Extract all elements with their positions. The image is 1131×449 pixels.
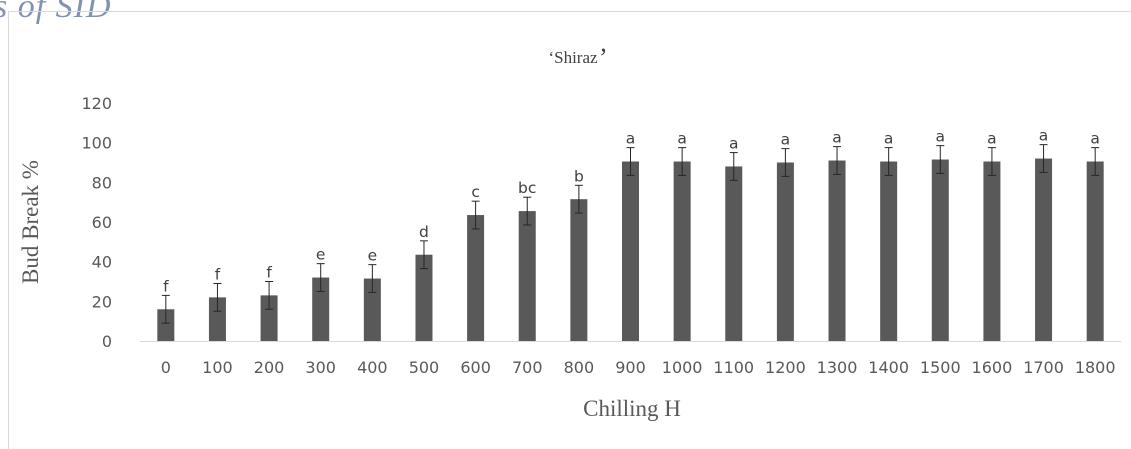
x-tick-label: 100 xyxy=(202,358,233,377)
significance-letter: a xyxy=(936,128,946,146)
significance-letter: d xyxy=(419,223,429,241)
y-tick-label: 80 xyxy=(92,173,112,192)
x-tick-label: 1500 xyxy=(920,358,961,377)
y-axis-ticks: 0 20 40 60 80 100 120 xyxy=(81,94,112,351)
bar xyxy=(312,277,330,341)
significance-letter: e xyxy=(368,247,378,265)
bars-group xyxy=(157,158,1104,341)
x-tick-label: 700 xyxy=(512,358,543,377)
significance-letter: a xyxy=(677,130,687,148)
x-tick-label: 1400 xyxy=(868,358,909,377)
chart-title: ‘Shiraz xyxy=(548,48,598,67)
significance-letter: a xyxy=(626,130,636,148)
significance-letter: a xyxy=(832,129,842,147)
significance-letter: c xyxy=(471,183,480,201)
x-tick-label: 1800 xyxy=(1075,358,1116,377)
y-tick-label: 0 xyxy=(102,332,112,351)
bar xyxy=(983,161,1001,341)
significance-letter: b xyxy=(574,167,584,185)
x-tick-label: 600 xyxy=(460,358,491,377)
significance-letter: f xyxy=(266,264,272,282)
significance-letter: a xyxy=(1090,130,1100,148)
bar xyxy=(518,211,536,341)
significance-letter: a xyxy=(884,130,894,148)
chart-frame-top-border xyxy=(8,11,1131,12)
chart-title-closing-quote: ’ xyxy=(599,43,608,72)
y-tick-label: 100 xyxy=(81,134,112,153)
bar xyxy=(415,254,433,341)
x-tick-label: 0 xyxy=(161,358,171,377)
bar xyxy=(622,161,639,341)
y-axis-title: Bud Break % xyxy=(18,160,43,284)
bar xyxy=(260,295,278,341)
x-axis-ticks: 0 100 200 300 400 500 600 700 800 900 1000 1100 1200… xyxy=(161,358,1116,377)
x-tick-label: 400 xyxy=(357,358,388,377)
error-bars-group xyxy=(161,144,1100,324)
significance-letter: a xyxy=(1039,127,1049,145)
x-tick-label: 800 xyxy=(564,358,595,377)
significance-letter: f xyxy=(215,265,221,283)
x-tick-label: 900 xyxy=(615,358,646,377)
y-tick-label: 20 xyxy=(92,292,112,311)
bar xyxy=(880,161,898,341)
bar xyxy=(1086,161,1104,341)
bar xyxy=(776,162,794,341)
bar xyxy=(931,159,949,341)
bar xyxy=(1035,158,1053,341)
bar xyxy=(467,215,485,341)
bar xyxy=(570,199,588,341)
significance-letter: bc xyxy=(518,179,536,197)
x-tick-label: 1600 xyxy=(972,358,1013,377)
bar xyxy=(828,160,846,341)
bar xyxy=(157,309,175,341)
x-tick-label: 1700 xyxy=(1023,358,1064,377)
x-tick-label: 1300 xyxy=(817,358,858,377)
bar xyxy=(208,297,226,341)
bar xyxy=(673,161,691,341)
x-tick-label: 1100 xyxy=(713,358,754,377)
x-tick-label: 300 xyxy=(305,358,336,377)
significance-letter: a xyxy=(987,130,997,148)
y-tick-label: 60 xyxy=(92,213,112,232)
x-tick-label: 500 xyxy=(409,358,440,377)
watermark-text: s of SID xyxy=(0,0,112,25)
significance-letter: a xyxy=(781,131,791,149)
x-tick-label: 1200 xyxy=(765,358,806,377)
significance-letter: f xyxy=(163,277,169,295)
chart-frame-left-border xyxy=(8,11,9,449)
significance-letter: a xyxy=(729,135,739,153)
x-tick-label: 1000 xyxy=(662,358,703,377)
significance-letters-group: f f f e e d c bc b a a a a a a a a a a xyxy=(163,127,1100,296)
y-tick-label: 40 xyxy=(92,253,112,272)
x-tick-label: 200 xyxy=(254,358,285,377)
chart-title-group: ‘Shiraz’ xyxy=(548,43,607,72)
y-tick-label: 120 xyxy=(81,94,112,113)
bar xyxy=(725,166,743,341)
significance-letter: e xyxy=(316,246,326,264)
bar xyxy=(363,278,381,341)
x-axis-title: Chilling H xyxy=(583,396,681,421)
